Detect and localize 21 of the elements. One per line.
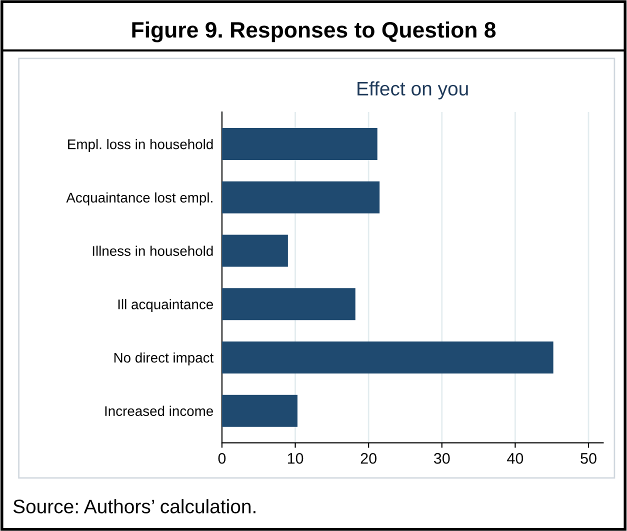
bar: [222, 394, 298, 427]
chart-subtitle: Effect on you: [358, 81, 468, 100]
bar: [222, 181, 380, 214]
x-tick-label: 40: [507, 452, 524, 464]
y-tick-label: Ill acquaintance: [118, 299, 214, 312]
bar: [222, 341, 554, 374]
x-tick-label: 30: [434, 452, 450, 464]
bar: [222, 288, 356, 320]
x-tick-label: 0: [218, 452, 226, 464]
y-tick-label: No direct impact: [114, 352, 214, 366]
source-note: Source: Authors’ calculation.: [13, 499, 256, 514]
x-tick-label: 20: [360, 452, 376, 464]
y-tick-label: Illness in household: [92, 246, 213, 256]
x-tick-label: 10: [288, 452, 304, 464]
y-tick-label: Increased income: [105, 406, 214, 416]
x-tick-label: 50: [580, 452, 596, 464]
y-tick-label: Acquaintance lost empl.: [66, 192, 212, 206]
chart-title: Figure 9. Responses to Question 8: [132, 21, 496, 42]
bar: [222, 128, 378, 160]
y-tick-label: Empl. loss in household: [68, 139, 213, 152]
bar: [222, 234, 288, 267]
